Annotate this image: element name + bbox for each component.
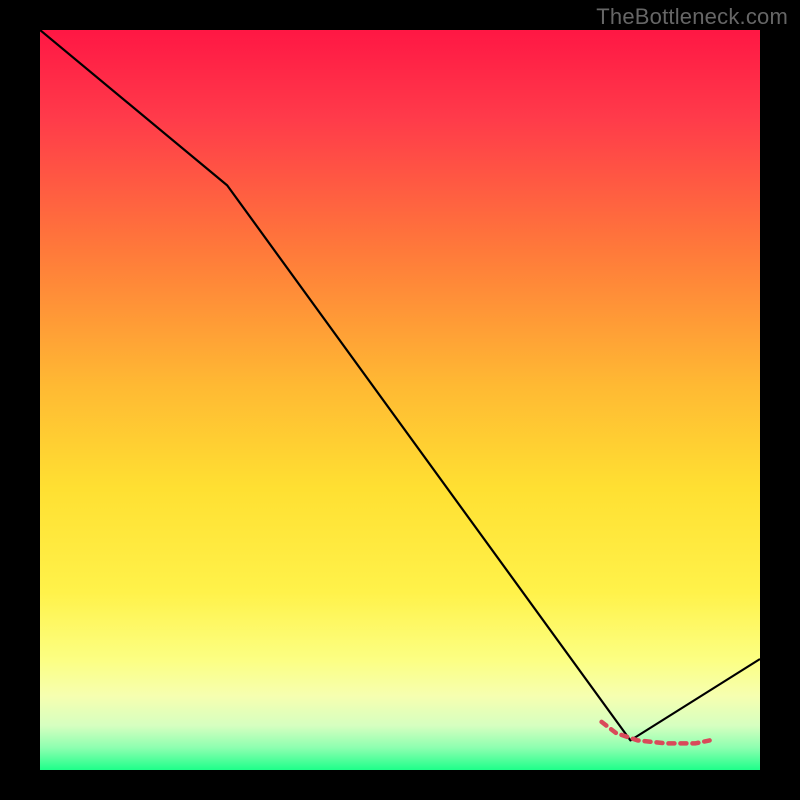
main-line (40, 30, 760, 740)
plot-area (40, 30, 760, 770)
chart-figure: TheBottleneck.com (0, 0, 800, 800)
chart-svg (40, 30, 760, 770)
watermark-text: TheBottleneck.com (596, 4, 788, 30)
